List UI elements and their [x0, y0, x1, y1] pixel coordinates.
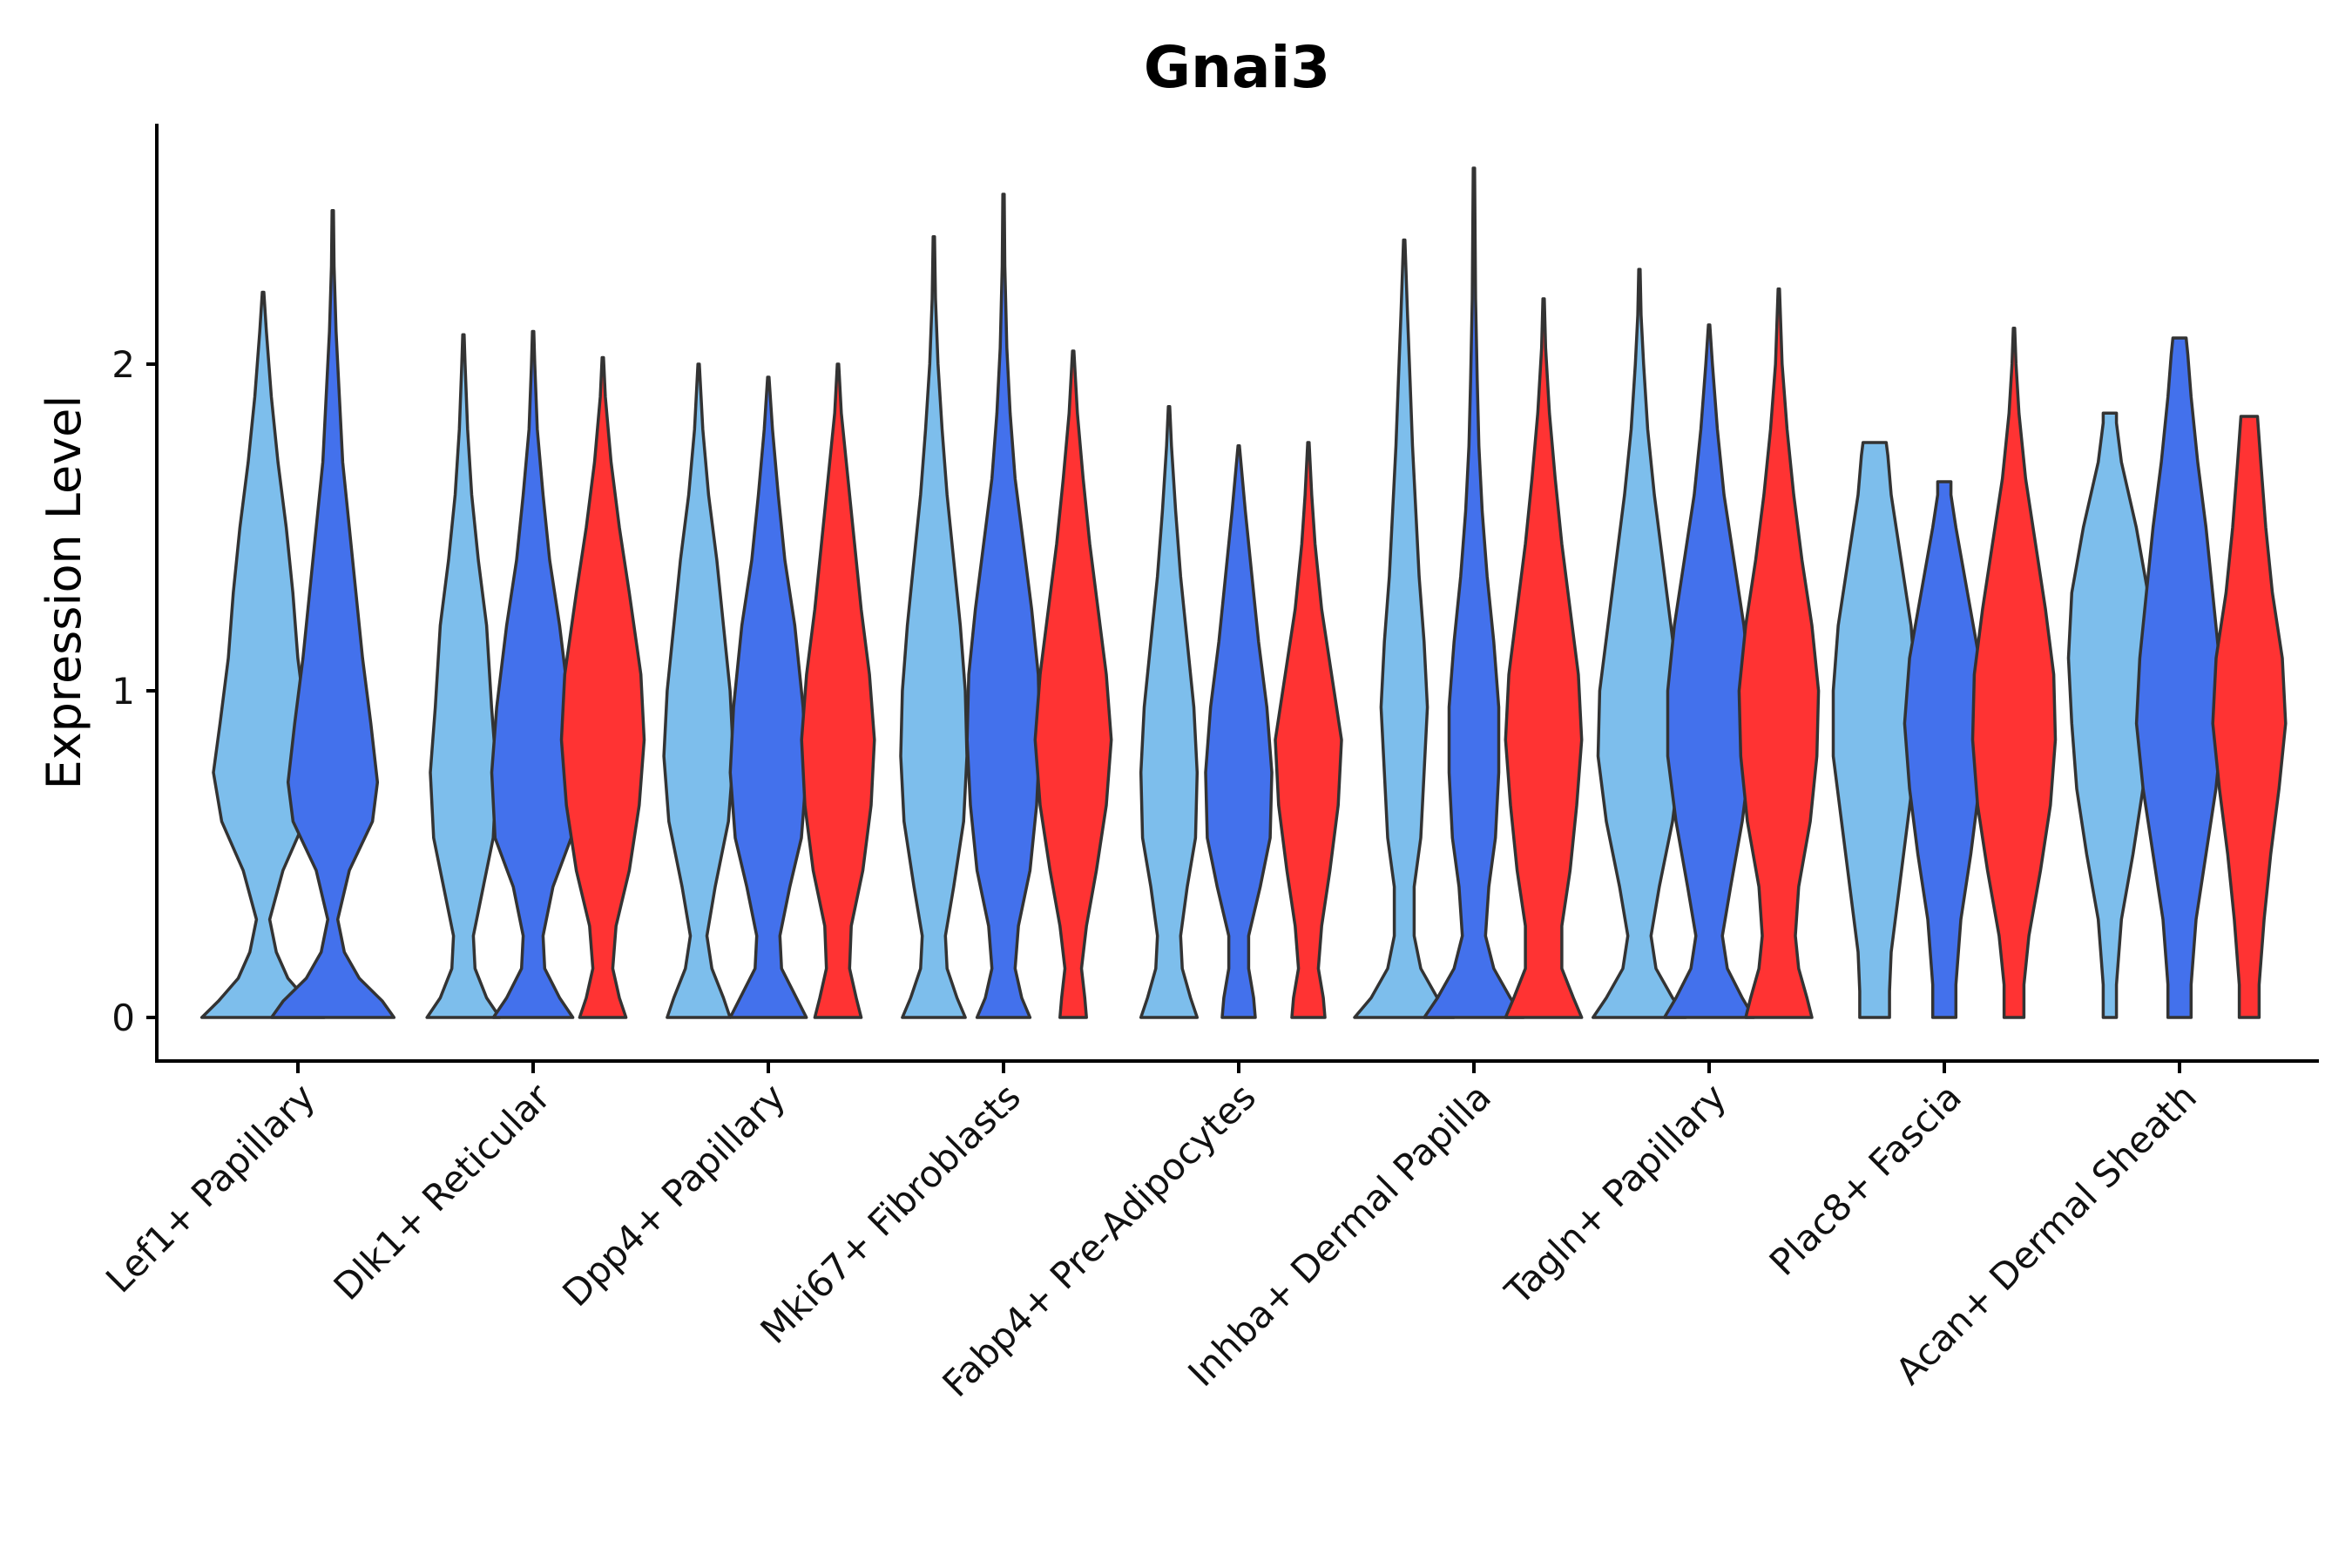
- chart-title: Gnai3: [1144, 34, 1330, 101]
- violin-dlk1-reticular-group-1: [425, 333, 502, 1019]
- y-tick-label-0: 0: [112, 997, 135, 1039]
- violin-acan-dermal-sheath-group-2: [2134, 336, 2225, 1019]
- violin-plac8-fascia-group-2: [1903, 480, 1986, 1019]
- x-tick-label-tagln-papillary: Tagln+ Papillary: [1497, 1075, 1734, 1313]
- violin-inhba-dermal-papilla-group-3: [1504, 297, 1584, 1019]
- violin-plac8-fascia-group-1: [1831, 441, 1918, 1019]
- violin-tagln-papillary-group-1: [1592, 267, 1687, 1019]
- violin-dpp4-papillary-group-1: [662, 362, 735, 1019]
- violin-fabp4-pre-adipocytes-group-3: [1274, 441, 1343, 1019]
- violin-fabp4-pre-adipocytes-group-1: [1139, 405, 1200, 1019]
- violin-tagln-papillary-group-2: [1662, 323, 1756, 1019]
- y-tick-label-1: 1: [112, 670, 135, 713]
- x-tick-label-mki67-fibroblasts: Mki67+ Fibroblasts: [753, 1075, 1029, 1351]
- violin-dpp4-papillary-group-3: [800, 362, 876, 1019]
- x-tick-label-dpp4-papillary: Dpp4+ Papillary: [554, 1075, 794, 1315]
- violin-acan-dermal-sheath-group-3: [2211, 415, 2288, 1019]
- violin-mki67-fibroblasts-group-1: [899, 235, 969, 1019]
- violin-mki67-fibroblasts-group-3: [1033, 349, 1113, 1019]
- violin-fabp4-pre-adipocytes-group-2: [1204, 444, 1274, 1019]
- violin-dlk1-reticular-group-3: [559, 355, 646, 1019]
- y-tick-label-2: 2: [112, 343, 135, 386]
- violin-tagln-papillary-group-3: [1737, 287, 1821, 1019]
- x-tick-label-lef1-papillary: Lef1+ Papillary: [98, 1075, 323, 1301]
- x-tick-label-plac8-fascia: Plac8+ Fascia: [1761, 1075, 1970, 1283]
- violin-lef1-papillary-group-2: [269, 208, 396, 1019]
- y-ticks-group: 0 1 2: [112, 343, 157, 1039]
- violin-inhba-dermal-papilla-group-1: [1353, 238, 1456, 1019]
- violin-plac8-fascia-group-3: [1970, 327, 2058, 1019]
- violins-group: [199, 166, 2288, 1019]
- violin-lef1-papillary-group-1: [199, 290, 327, 1019]
- violin-dlk1-reticular-group-2: [490, 329, 577, 1019]
- violin-inhba-dermal-papilla-group-2: [1423, 166, 1525, 1019]
- violin-dpp4-papillary-group-2: [728, 375, 808, 1019]
- violin-mki67-fibroblasts-group-2: [965, 193, 1042, 1019]
- y-axis-label: Expression Level: [37, 395, 91, 790]
- x-tick-label-dlk1-reticular: Dlk1+ Reticular: [326, 1075, 559, 1308]
